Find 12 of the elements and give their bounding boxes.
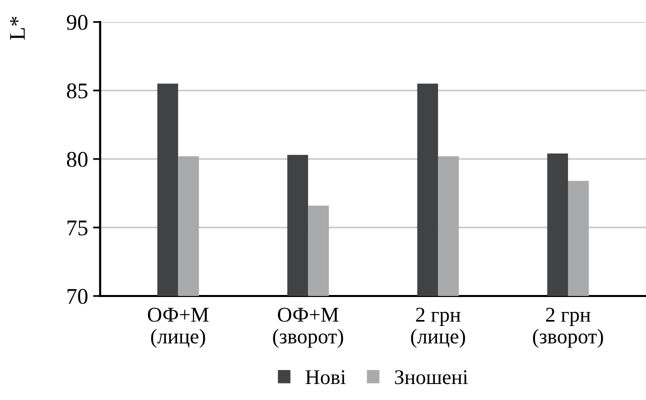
y-tick-label: 85 xyxy=(66,83,88,98)
x-tick-label: ОФ+М (зворот) xyxy=(273,308,344,348)
y-tick-label: 70 xyxy=(68,288,88,304)
x-tick-label: ОФ+М (лице) xyxy=(148,308,209,348)
y-tick-label: 80 xyxy=(66,152,88,167)
x-tick-label: 2 грн (зворот) xyxy=(532,308,604,348)
y-tick-label: 75 xyxy=(68,220,88,236)
x-tick-label: 2 грн (лице) xyxy=(411,308,466,348)
y-tick-label: 90 xyxy=(66,14,88,30)
legend-label: Зношені xyxy=(394,370,468,384)
legend-label: Нові xyxy=(306,370,346,384)
y-axis-title: L* xyxy=(10,16,25,40)
